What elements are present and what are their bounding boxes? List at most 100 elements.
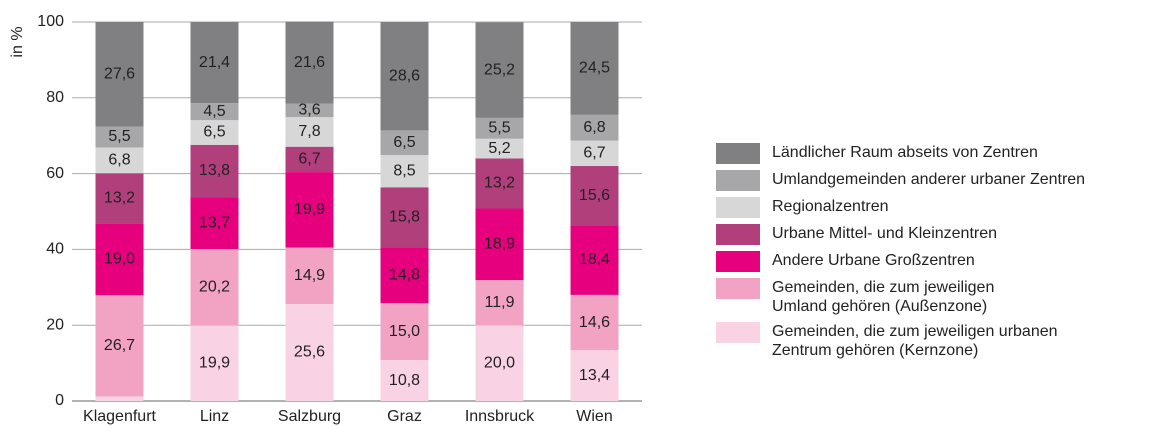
- y-tick-label: 60: [46, 165, 64, 182]
- data-label: 5,2: [488, 140, 510, 157]
- bar-segment: [285, 146, 334, 173]
- bar-segment: [285, 21, 334, 104]
- data-label: 5,5: [488, 120, 510, 137]
- legend-label: Gemeinden, die zum jeweiligen Umland geh…: [772, 279, 995, 315]
- data-label: 13,4: [579, 367, 610, 384]
- data-label: 10,8: [389, 372, 420, 389]
- x-tick-label: Linz: [200, 408, 229, 425]
- data-label: 24,5: [579, 60, 610, 77]
- bar-segment: [95, 126, 144, 148]
- data-label: 6,7: [298, 151, 320, 168]
- bar-segment: [380, 360, 429, 401]
- data-label: 4,5: [203, 103, 225, 120]
- x-tick-label: Wien: [576, 408, 612, 425]
- data-label: 19,9: [199, 355, 230, 372]
- data-label: 27,6: [104, 66, 135, 83]
- legend-swatch: [716, 143, 760, 164]
- data-label: 13,2: [104, 189, 135, 206]
- bar-segment: [380, 303, 429, 361]
- y-tick-label: 20: [46, 316, 64, 333]
- data-label: 8,5: [393, 162, 415, 179]
- data-label: 20,0: [484, 354, 515, 371]
- legend-label: Andere Urbane Großzentren: [772, 252, 975, 269]
- data-label: 20,2: [199, 279, 230, 296]
- bar-segment: [380, 130, 429, 156]
- data-label: 13,2: [484, 175, 515, 192]
- legend-swatch: [716, 278, 760, 299]
- legend-label: Regionalzentren: [772, 198, 889, 215]
- bar-segment: [285, 103, 334, 118]
- data-label: 15,0: [389, 323, 420, 340]
- legend-swatch: [716, 197, 760, 218]
- y-tick-label: 80: [46, 89, 64, 106]
- bar-segment: [570, 350, 619, 401]
- data-label: 21,6: [294, 54, 325, 71]
- data-label: 15,6: [579, 187, 610, 204]
- bar-segment: [475, 280, 524, 326]
- bar-segment: [285, 303, 334, 401]
- bar-segment: [285, 172, 334, 248]
- legend-item: Ländlicher Raum abseits von Zentren: [716, 143, 1085, 164]
- bar-segment: [570, 114, 619, 141]
- data-label: 6,5: [393, 134, 415, 151]
- data-label: 26,7: [104, 337, 135, 354]
- data-label: 3,6: [298, 102, 320, 119]
- data-label: 18,9: [484, 236, 515, 253]
- legend-label: Urbane Mittel- und Kleinzentren: [772, 225, 998, 242]
- data-label: 21,4: [199, 54, 230, 71]
- bar-segment: [285, 247, 334, 304]
- legend-label: Ländlicher Raum abseits von Zentren: [772, 144, 1038, 161]
- legend-item: Gemeinden, die zum jeweiligen Umland geh…: [716, 278, 1085, 316]
- bar-segment: [380, 247, 429, 304]
- bar-segment: [380, 155, 429, 188]
- data-label: 11,9: [485, 294, 515, 311]
- bar-segment: [475, 208, 524, 281]
- bar-segment: [475, 138, 524, 159]
- x-tick-label: Salzburg: [278, 408, 341, 425]
- data-label: 14,9: [294, 267, 325, 284]
- data-label: 19,0: [104, 250, 135, 267]
- data-label: 19,9: [294, 201, 325, 218]
- bar-segment: [190, 249, 239, 326]
- x-tick-label: Graz: [387, 408, 422, 425]
- data-label: 6,8: [583, 119, 605, 136]
- y-axis-label: in %: [9, 26, 26, 57]
- data-label: 13,7: [199, 214, 230, 231]
- bar-segment: [570, 22, 619, 115]
- bar-segment: [570, 166, 619, 226]
- data-label: 6,5: [203, 124, 225, 141]
- bar-segment: [570, 294, 619, 351]
- data-label: 25,2: [484, 61, 515, 78]
- bar-segment: [380, 187, 429, 248]
- bar-segment: [570, 225, 619, 295]
- data-label: 18,4: [579, 251, 610, 268]
- data-label: 15,8: [389, 208, 420, 225]
- legend-swatch: [716, 224, 760, 245]
- data-label: 7,8: [298, 123, 320, 140]
- bar-segment: [475, 325, 524, 401]
- legend-item: Urbane Mittel- und Kleinzentren: [716, 224, 1085, 245]
- x-tick-label: Klagenfurt: [83, 408, 156, 425]
- legend-item: Regionalzentren: [716, 197, 1085, 218]
- bar-segment: [190, 103, 239, 121]
- bar-segment: [475, 117, 524, 139]
- bar-segment: [190, 144, 239, 198]
- bar-segment: [95, 147, 144, 174]
- bar-segment: [95, 396, 144, 401]
- legend-label: Umlandgemeinden anderer urbaner Zentren: [772, 171, 1086, 188]
- legend-item: Umlandgemeinden anderer urbaner Zentren: [716, 170, 1085, 191]
- x-tick-label: Innsbruck: [465, 408, 535, 425]
- bar-segment: [95, 223, 144, 296]
- legend-label: Gemeinden, die zum jeweiligen urbanen Ze…: [772, 323, 1058, 359]
- bar-segment: [570, 140, 619, 167]
- bar-segment: [190, 197, 239, 250]
- legend-swatch: [716, 322, 760, 343]
- bar-segment: [95, 22, 144, 127]
- bar-segment: [475, 158, 524, 209]
- data-label: 13,8: [199, 162, 230, 179]
- y-tick-label: 0: [55, 392, 64, 409]
- bar-segment: [285, 117, 334, 147]
- data-label: 5,5: [108, 128, 130, 145]
